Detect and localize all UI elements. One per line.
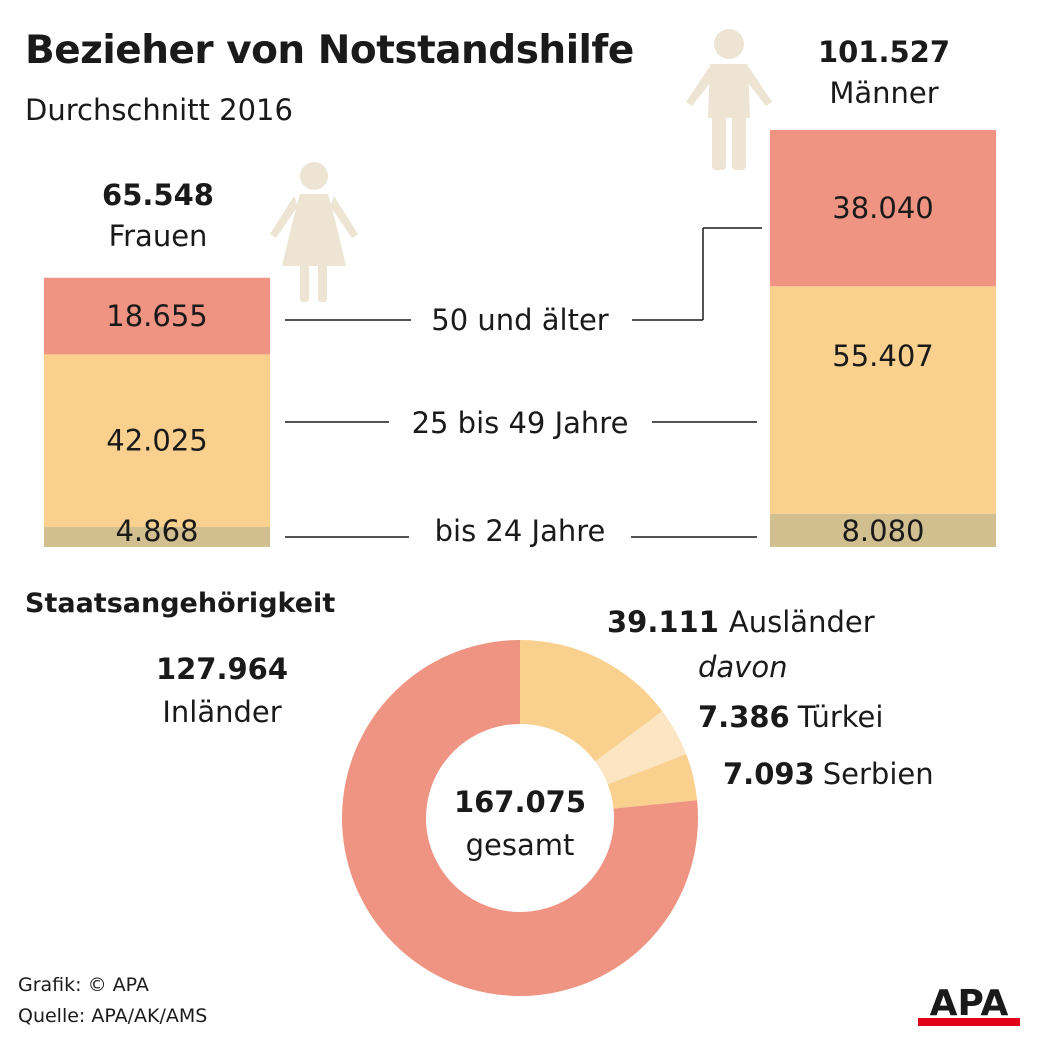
inlaender-value: 127.964 <box>156 652 288 686</box>
woman-icon <box>270 162 358 302</box>
serbien-value: 7.093 <box>723 757 815 791</box>
bar-frauen-25-49 <box>44 354 270 528</box>
bar-label-frauen-50-plus: 18.655 <box>106 299 207 333</box>
donut-center-label: gesamt <box>466 828 575 862</box>
age-label-25-49: 25 bis 49 Jahre <box>412 406 629 440</box>
bar-frauen-50-plus <box>44 277 270 355</box>
frauen-label: Frauen <box>109 219 208 253</box>
stacked-bars: 18.655 42.025 4.868 38.040 55.407 8.080 <box>44 130 996 548</box>
leader-lines <box>285 227 762 538</box>
man-icon-part <box>712 114 726 170</box>
donut-slice-serbien <box>607 754 698 809</box>
donut-slice-tuerkei <box>595 711 687 785</box>
bar-label-frauen-under-25: 4.868 <box>115 514 198 548</box>
auslaender-label: Ausländer <box>729 605 875 639</box>
woman-icon-part <box>300 262 309 302</box>
apa-logo: APA <box>918 983 1020 1026</box>
bar-maenner-25-49 <box>770 286 996 514</box>
man-icon-part <box>714 29 744 59</box>
woman-icon-part <box>270 196 298 238</box>
auslaender-legend: 39.111 Ausländer <box>607 605 875 639</box>
bar-frauen-under-25 <box>44 527 270 547</box>
bar-label-maenner-under-25: 8.080 <box>841 514 924 548</box>
age-label-under-25: bis 24 Jahre <box>435 514 606 548</box>
age-group-labels: 50 und älter 25 bis 49 Jahre bis 24 Jahr… <box>412 303 629 548</box>
bar-label-maenner-50-plus: 38.040 <box>832 191 933 225</box>
maenner-total-value: 101.527 <box>818 35 950 69</box>
bar-label-maenner-25-49: 55.407 <box>832 339 933 373</box>
man-icon-part <box>708 64 750 118</box>
woman-icon-part <box>318 262 327 302</box>
chart-subtitle: Durchschnitt 2016 <box>25 93 293 127</box>
woman-icon-part <box>330 196 358 238</box>
frauen-total-value: 65.548 <box>102 178 214 212</box>
tuerkei-legend: 7.386 Türkei <box>698 700 883 734</box>
woman-icon-part <box>300 162 328 190</box>
man-icon-part <box>744 66 772 106</box>
donut-slice-inlaender <box>342 640 698 996</box>
apa-logo-text: APA <box>930 983 1009 1024</box>
donut-slice-auslaender <box>520 640 663 762</box>
man-icon <box>686 29 772 170</box>
man-icon-part <box>732 114 746 170</box>
auslaender-value: 39.111 <box>607 605 719 639</box>
bar-label-frauen-25-49: 42.025 <box>106 424 207 458</box>
serbien-legend: 7.093 Serbien <box>723 757 934 791</box>
tuerkei-label: Türkei <box>797 700 884 734</box>
bar-maenner-under-25 <box>770 513 996 547</box>
tuerkei-value: 7.386 <box>698 700 790 734</box>
staatsangehoerigkeit-heading: Staatsangehörigkeit <box>25 588 335 619</box>
grafik-credit: Grafik: © APA <box>18 974 149 996</box>
davon-label: davon <box>698 650 787 684</box>
donut-chart <box>342 640 698 996</box>
maenner-label: Männer <box>829 76 938 110</box>
source-credit: Quelle: APA/AK/AMS <box>18 1005 208 1027</box>
donut-center-value: 167.075 <box>454 785 586 819</box>
man-icon-part <box>686 66 714 106</box>
woman-icon-part <box>282 194 346 266</box>
serbien-label: Serbien <box>823 757 934 791</box>
age-label-50-plus: 50 und älter <box>431 303 609 337</box>
inlaender-label: Inländer <box>162 695 281 729</box>
bar-maenner-50-plus <box>770 130 996 287</box>
chart-title: Bezieher von Notstandshilfe <box>25 28 634 73</box>
apa-logo-bar <box>918 1018 1020 1026</box>
